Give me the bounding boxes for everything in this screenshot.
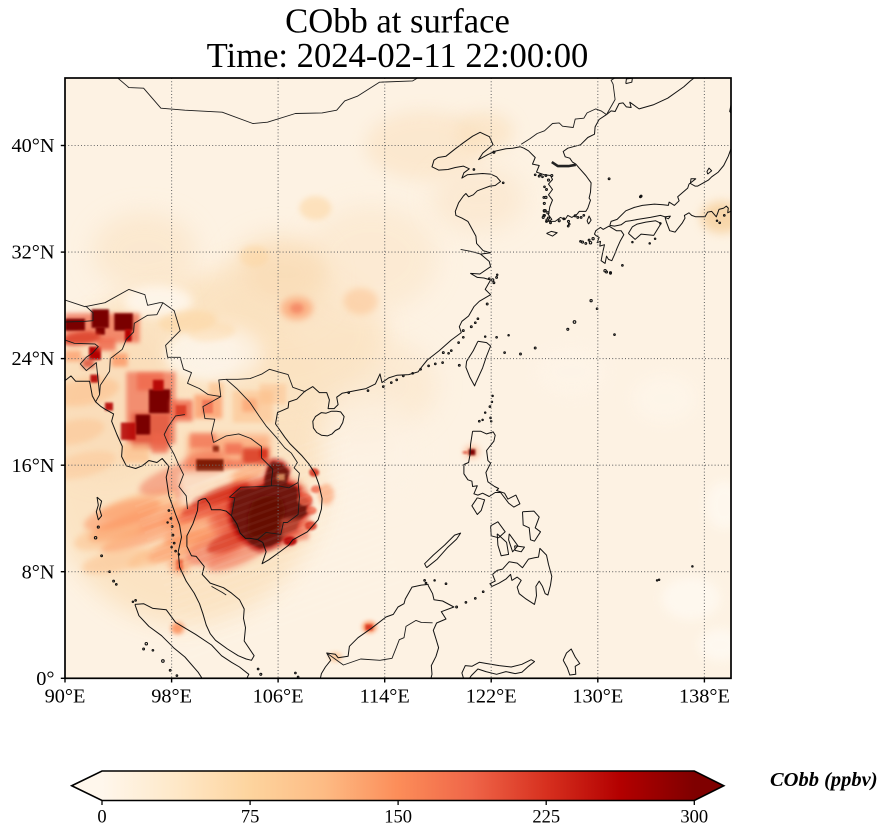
svg-text:98°E: 98°E <box>151 686 192 708</box>
svg-text:106°E: 106°E <box>253 686 304 708</box>
svg-text:Time: 2024-02-11 22:00:00: Time: 2024-02-11 22:00:00 <box>207 37 589 75</box>
svg-text:CObb at surface: CObb at surface <box>285 3 510 41</box>
svg-text:75: 75 <box>241 808 260 828</box>
svg-text:8°N: 8°N <box>22 561 55 583</box>
svg-text:CObb (ppbv): CObb (ppbv) <box>770 769 878 791</box>
svg-text:24°N: 24°N <box>11 348 54 370</box>
svg-text:90°E: 90°E <box>45 686 86 708</box>
svg-text:138°E: 138°E <box>679 686 730 708</box>
svg-text:0: 0 <box>97 808 106 828</box>
svg-text:150: 150 <box>384 808 412 828</box>
svg-text:225: 225 <box>532 808 560 828</box>
svg-text:32°N: 32°N <box>11 242 54 264</box>
svg-text:130°E: 130°E <box>572 686 623 708</box>
svg-text:16°N: 16°N <box>11 455 54 477</box>
svg-text:0°: 0° <box>36 668 54 690</box>
svg-text:122°E: 122°E <box>466 686 517 708</box>
svg-text:300: 300 <box>680 808 708 828</box>
svg-text:114°E: 114°E <box>360 686 410 708</box>
svg-text:40°N: 40°N <box>11 135 54 157</box>
